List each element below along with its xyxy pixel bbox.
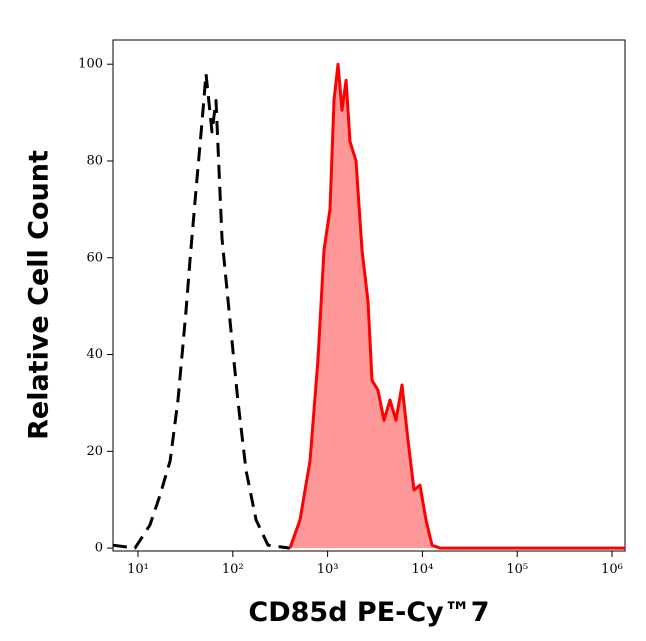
y-tick-label: 80 — [86, 153, 103, 168]
line — [288, 62, 625, 550]
x-tick-label: 10⁵ — [506, 562, 528, 577]
y-tick-label: 20 — [86, 444, 103, 459]
y-tick-label: 100 — [78, 57, 103, 72]
x-axis-title: CD85d PE-Cy™7 — [248, 597, 489, 628]
y-tick-label: 60 — [86, 250, 103, 265]
x-tick-label: 10² — [222, 562, 244, 577]
x-tick-label: 10³ — [317, 562, 339, 577]
x-tick-label: 10⁶ — [601, 562, 623, 577]
line — [112, 72, 291, 550]
x-tick-label: 10¹ — [127, 562, 149, 577]
y-axis-title: Relative Cell Count — [24, 150, 55, 440]
y-tick-label: 40 — [86, 347, 103, 362]
y-tick-label: 0 — [95, 541, 103, 556]
x-tick-label: 10⁴ — [412, 562, 434, 577]
area — [290, 64, 625, 549]
plot-frame — [112, 39, 626, 552]
